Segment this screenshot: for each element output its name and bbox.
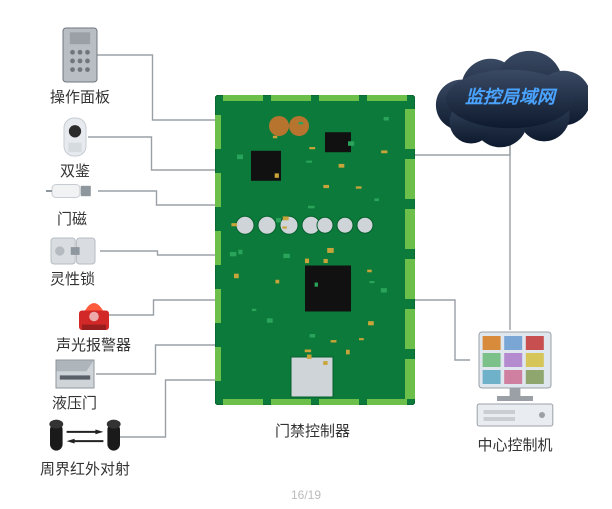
device-doorcontact: 门磁 bbox=[52, 178, 92, 229]
monitor-pc-icon bbox=[470, 330, 560, 430]
device-hydraulic: 液压门 bbox=[52, 360, 97, 413]
cloud-label: 监控局域网 bbox=[465, 87, 558, 107]
diagram-canvas: 门禁控制器 监控局域网 中心控制机 操作面板双鉴门磁灵性锁声光报警器液压门周界红… bbox=[0, 0, 612, 509]
page-footer: 16/19 bbox=[0, 488, 612, 502]
ir-label: 周界红外对射 bbox=[40, 458, 130, 479]
doorcontact-label: 门磁 bbox=[57, 208, 87, 229]
cloud-icon: 监控局域网 bbox=[432, 50, 588, 148]
alarm-icon bbox=[79, 300, 109, 330]
device-panel: 操作面板 bbox=[50, 28, 110, 107]
device-lock: 灵性锁 bbox=[50, 238, 95, 289]
controller-pcb-icon bbox=[215, 95, 415, 405]
device-ir: 周界红外对射 bbox=[40, 420, 130, 479]
controller-node bbox=[215, 95, 415, 405]
monitor-pc-node: 中心控制机 bbox=[470, 330, 560, 455]
lock-icon bbox=[51, 238, 95, 264]
hydraulic-icon bbox=[56, 360, 94, 388]
cloud-node: 监控局域网 bbox=[432, 50, 588, 148]
ir-icon bbox=[50, 420, 120, 454]
lock-label: 灵性锁 bbox=[50, 268, 95, 289]
doorcontact-icon bbox=[52, 178, 92, 204]
panel-label: 操作面板 bbox=[50, 86, 110, 107]
device-alarm: 声光报警器 bbox=[56, 300, 131, 355]
alarm-label: 声光报警器 bbox=[56, 334, 131, 355]
controller-label: 门禁控制器 bbox=[275, 420, 350, 441]
hydraulic-label: 液压门 bbox=[52, 392, 97, 413]
monitor-pc-label: 中心控制机 bbox=[477, 434, 552, 455]
panel-icon bbox=[63, 28, 97, 82]
device-dualdet: 双鉴 bbox=[60, 118, 90, 181]
dualdet-icon bbox=[64, 118, 86, 156]
